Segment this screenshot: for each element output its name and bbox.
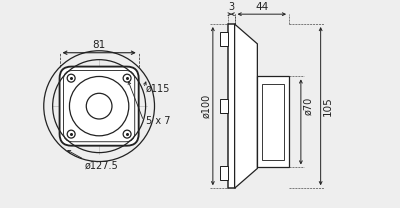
Text: ø70: ø70 (303, 97, 313, 115)
Text: ø115: ø115 (146, 83, 170, 93)
Text: ø100: ø100 (201, 94, 211, 118)
Bar (220, 32, 228, 46)
Text: 5 x 7: 5 x 7 (146, 116, 170, 126)
Bar (228, 24, 235, 188)
Circle shape (123, 74, 131, 82)
Bar (220, 99, 228, 113)
Text: 81: 81 (92, 40, 106, 50)
Text: 3: 3 (228, 2, 234, 12)
Bar (220, 166, 228, 180)
Circle shape (67, 74, 75, 82)
FancyBboxPatch shape (60, 67, 139, 146)
Text: ø127.5: ø127.5 (84, 161, 118, 171)
Bar (262, 84, 284, 160)
Polygon shape (235, 24, 257, 188)
Circle shape (86, 93, 112, 119)
Bar (257, 77, 289, 167)
Circle shape (123, 130, 131, 138)
Circle shape (67, 130, 75, 138)
Text: 44: 44 (255, 2, 268, 12)
Text: 105: 105 (323, 96, 333, 116)
